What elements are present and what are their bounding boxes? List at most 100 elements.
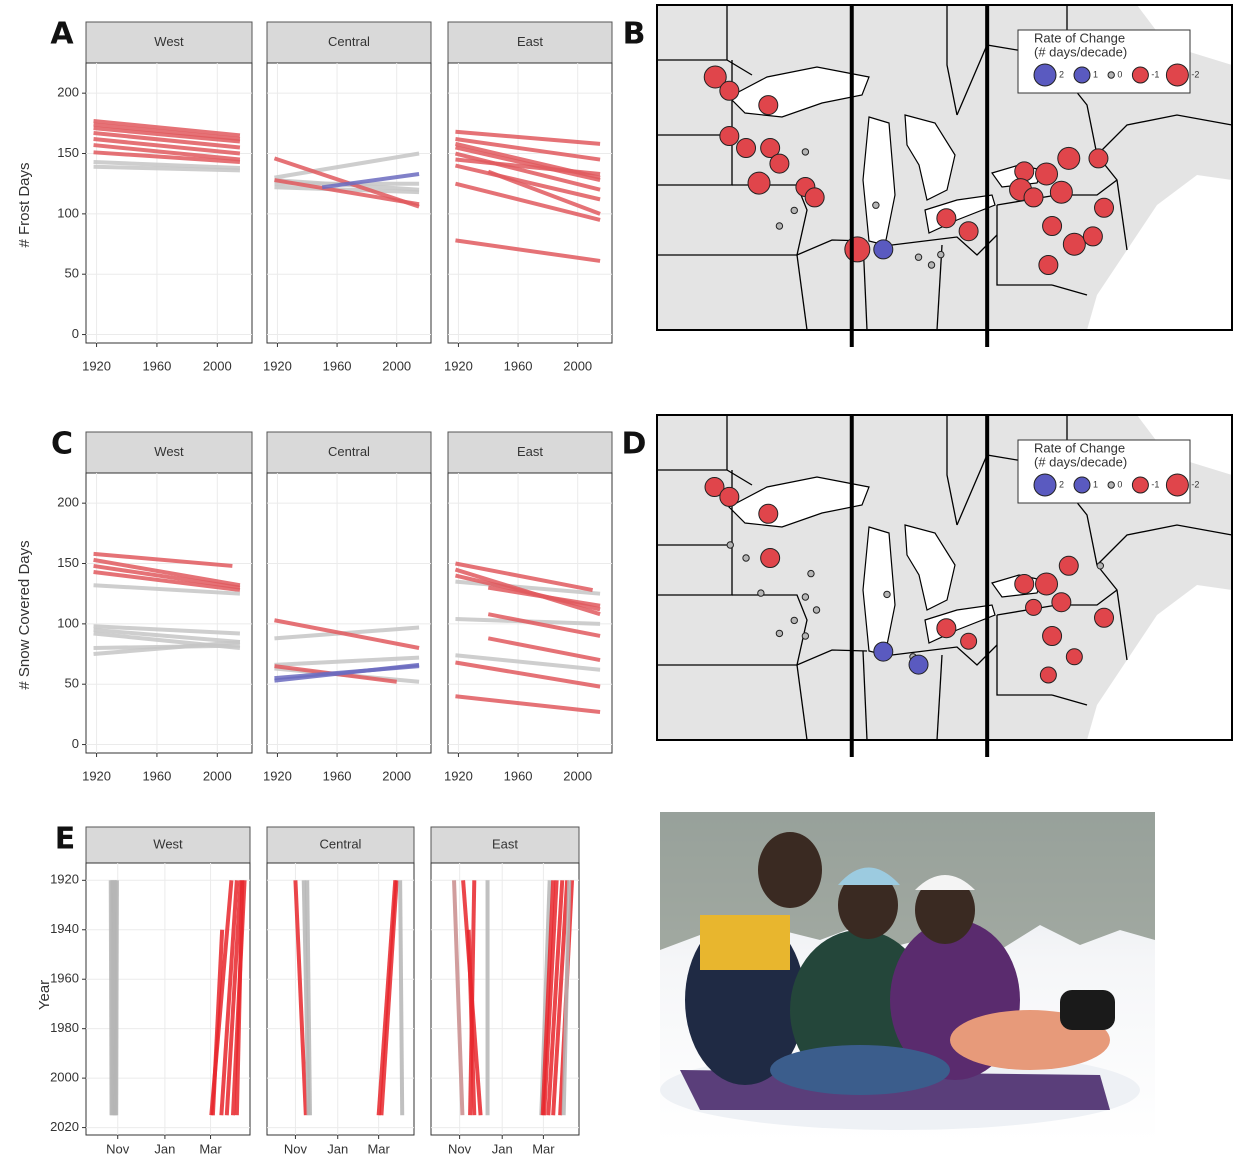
legend-label: -2: [1191, 479, 1199, 489]
x-tick-label: 1960: [142, 768, 171, 783]
x-tick-label: 2000: [563, 768, 592, 783]
site-marker: [1052, 593, 1071, 612]
figure: A# Frost DaysWest19201960200005010015020…: [0, 0, 1239, 1157]
site-marker: [884, 591, 890, 597]
facet-label: Central: [328, 444, 370, 459]
site-marker: [802, 633, 808, 639]
y-tick-label: 2000: [50, 1070, 79, 1085]
site-marker: [720, 81, 739, 100]
legend-label: 0: [1117, 69, 1122, 79]
site-marker: [1095, 608, 1114, 627]
site-marker: [743, 555, 749, 561]
y-tick-label: 2020: [50, 1119, 79, 1134]
legend-title: (# days/decade): [1034, 44, 1127, 59]
legend-marker: [1034, 64, 1056, 86]
facet-label: East: [492, 836, 518, 851]
site-marker: [1050, 181, 1072, 203]
panel-letter: E: [55, 822, 76, 857]
site-marker: [1089, 149, 1108, 168]
x-tick-label: 2000: [203, 768, 232, 783]
site-marker: [1059, 556, 1078, 575]
x-tick-label: Jan: [327, 1141, 348, 1156]
x-tick-label: 1960: [504, 768, 533, 783]
plot-panel: [267, 473, 431, 753]
series-line: [111, 880, 112, 1115]
site-marker: [802, 594, 808, 600]
y-tick-label: 100: [57, 205, 79, 220]
site-marker: [1095, 198, 1114, 217]
x-tick-label: 2000: [382, 358, 411, 373]
panel-letter: C: [51, 427, 73, 462]
legend-marker: [1108, 482, 1114, 488]
y-tick-label: 1980: [50, 1020, 79, 1035]
y-tick-label: 150: [57, 555, 79, 570]
x-tick-label: 2000: [382, 768, 411, 783]
site-marker: [959, 222, 978, 241]
x-tick-label: Mar: [367, 1141, 390, 1156]
site-marker: [759, 96, 778, 115]
series-line: [400, 880, 402, 1115]
x-tick-label: 1920: [444, 768, 473, 783]
y-tick-label: 1960: [50, 971, 79, 986]
y-axis-title: # Frost Days: [16, 162, 33, 247]
y-tick-label: 200: [57, 85, 79, 100]
site-marker: [937, 619, 956, 638]
plot-panel: [86, 473, 252, 753]
site-marker: [874, 642, 893, 661]
plot-panel: [86, 63, 252, 343]
x-tick-label: 1960: [323, 768, 352, 783]
site-marker: [776, 223, 782, 229]
series-line: [94, 646, 240, 648]
site-marker: [813, 607, 819, 613]
site-marker: [808, 570, 814, 576]
site-marker: [1083, 227, 1102, 246]
legend-marker: [1132, 67, 1148, 83]
site-marker: [1058, 147, 1080, 169]
site-marker: [1040, 667, 1056, 683]
facet-label: East: [517, 34, 543, 49]
legend-label: 0: [1117, 479, 1122, 489]
facet-label: West: [154, 34, 184, 49]
legend-label: -2: [1191, 69, 1199, 79]
site-marker: [1036, 573, 1058, 595]
facet-label: East: [517, 444, 543, 459]
site-marker: [802, 149, 808, 155]
site-marker: [874, 240, 893, 259]
legend-marker: [1166, 474, 1188, 496]
x-tick-label: 1920: [444, 358, 473, 373]
legend-label: -1: [1151, 479, 1159, 489]
site-marker: [805, 188, 824, 207]
site-marker: [1015, 575, 1034, 594]
legend-label: 1: [1093, 479, 1098, 489]
x-tick-label: Jan: [154, 1141, 175, 1156]
site-marker: [761, 549, 780, 568]
site-marker: [1063, 233, 1085, 255]
legend-label: 2: [1059, 69, 1064, 79]
y-tick-label: 50: [65, 676, 79, 691]
site-marker: [1024, 188, 1043, 207]
site-marker: [1043, 627, 1062, 646]
site-marker: [845, 237, 870, 262]
x-tick-label: Mar: [532, 1141, 555, 1156]
y-tick-label: 1940: [50, 921, 79, 936]
site-marker: [791, 617, 797, 623]
legend-marker: [1166, 64, 1188, 86]
photo: [660, 812, 1155, 1142]
y-tick-label: 1920: [50, 872, 79, 887]
legend-marker: [1074, 477, 1090, 493]
site-marker: [937, 209, 956, 228]
site-marker: [776, 630, 782, 636]
site-marker: [1097, 563, 1103, 569]
legend-title: Rate of Change: [1034, 440, 1125, 455]
site-marker: [1043, 217, 1062, 236]
site-marker: [770, 154, 789, 173]
series-line: [307, 880, 310, 1115]
x-tick-label: Nov: [448, 1141, 472, 1156]
site-marker: [1039, 256, 1058, 275]
site-marker: [1026, 599, 1042, 615]
legend-title: Rate of Change: [1034, 30, 1125, 45]
site-marker: [938, 251, 944, 257]
y-tick-label: 0: [72, 736, 79, 751]
facet-label: West: [153, 836, 183, 851]
legend-label: 2: [1059, 479, 1064, 489]
